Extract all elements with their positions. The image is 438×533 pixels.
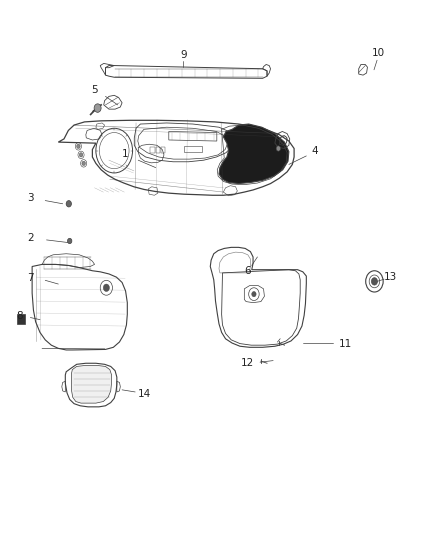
Text: 1: 1 [122,149,128,159]
Circle shape [276,146,281,151]
Circle shape [371,278,378,285]
Text: 9: 9 [180,50,187,60]
Polygon shape [71,366,112,403]
Circle shape [82,161,85,165]
Circle shape [66,200,71,207]
Text: 5: 5 [91,85,98,95]
Text: 10: 10 [372,48,385,58]
Bar [17,314,25,324]
Circle shape [77,144,80,149]
Circle shape [67,238,72,244]
Text: 2: 2 [27,233,34,244]
Circle shape [252,292,256,297]
Text: 8: 8 [16,311,23,321]
Polygon shape [219,124,289,183]
Circle shape [94,104,101,112]
Circle shape [103,284,110,292]
Text: 7: 7 [27,273,34,283]
Text: 12: 12 [241,358,254,368]
Text: 4: 4 [312,146,318,156]
Circle shape [79,153,83,157]
Text: 11: 11 [339,339,352,349]
Text: 14: 14 [138,389,152,399]
Text: 3: 3 [27,193,34,204]
Text: 6: 6 [244,266,251,276]
Text: 13: 13 [384,272,397,282]
